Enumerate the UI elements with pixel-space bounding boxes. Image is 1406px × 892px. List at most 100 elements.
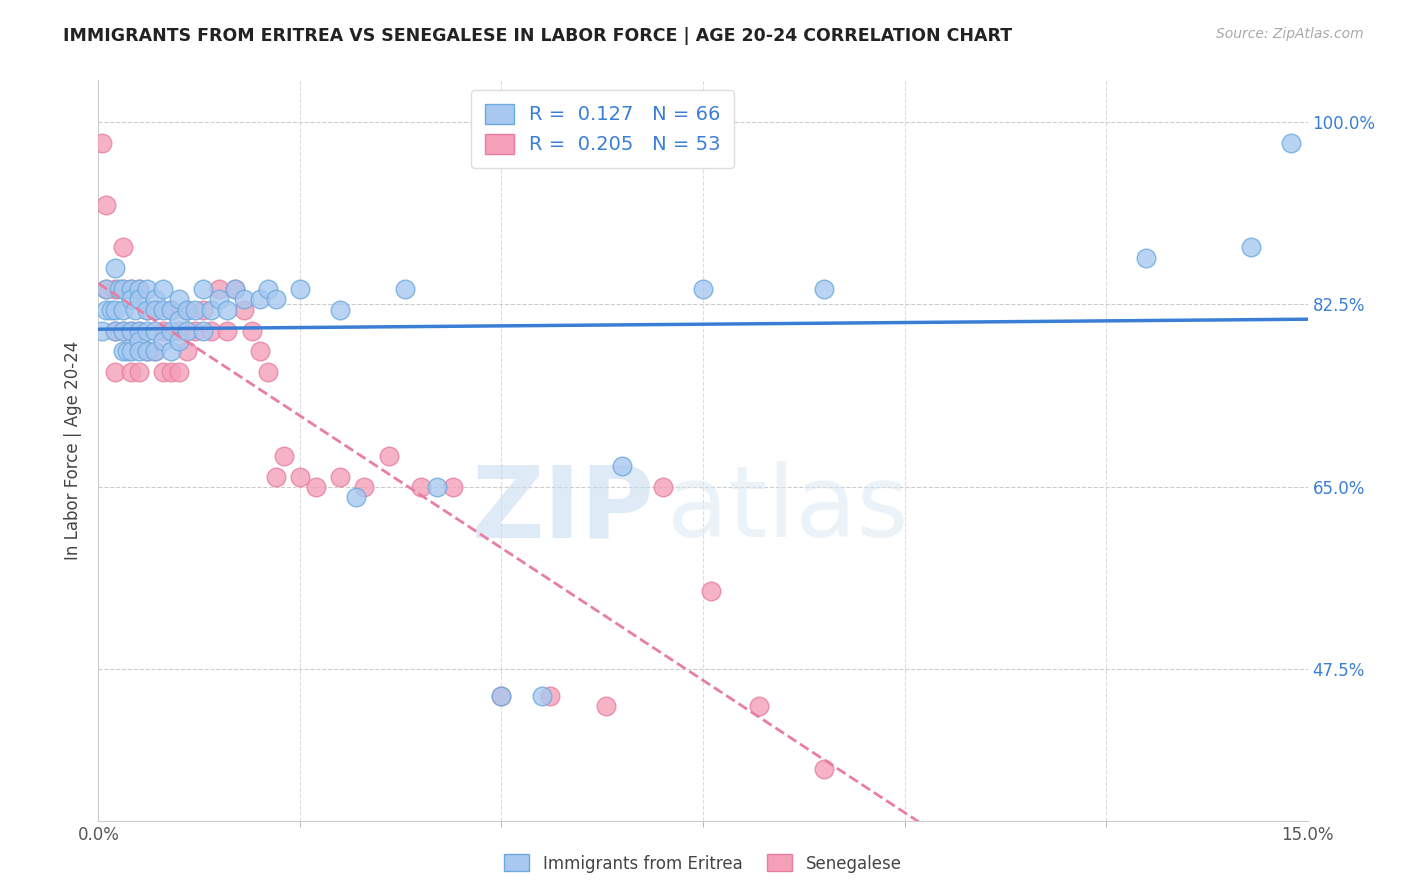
Point bbox=[124, 302, 146, 317]
Point bbox=[232, 302, 254, 317]
Point bbox=[305, 480, 328, 494]
Point bbox=[176, 324, 198, 338]
Point bbox=[193, 282, 215, 296]
Text: ZIP: ZIP bbox=[472, 461, 655, 558]
Point bbox=[1240, 240, 1263, 254]
Point bbox=[143, 302, 166, 317]
Point bbox=[160, 302, 183, 317]
Point bbox=[120, 282, 142, 296]
Point bbox=[96, 282, 118, 296]
Point bbox=[200, 324, 222, 338]
Point bbox=[120, 282, 142, 296]
Point bbox=[651, 480, 673, 494]
Point bbox=[100, 302, 122, 317]
Point bbox=[135, 302, 157, 317]
Point bbox=[344, 491, 367, 505]
Point bbox=[288, 282, 311, 296]
Point bbox=[120, 344, 142, 359]
Point bbox=[143, 344, 166, 359]
Point bbox=[612, 459, 634, 474]
Point bbox=[111, 240, 134, 254]
Point bbox=[329, 469, 352, 483]
Point bbox=[128, 344, 150, 359]
Point bbox=[224, 282, 246, 296]
Point bbox=[103, 324, 125, 338]
Point bbox=[184, 324, 207, 338]
Point bbox=[135, 282, 157, 296]
Point bbox=[111, 324, 134, 338]
Point bbox=[128, 324, 150, 338]
Point bbox=[813, 762, 835, 776]
Point bbox=[167, 292, 190, 306]
Text: Source: ZipAtlas.com: Source: ZipAtlas.com bbox=[1216, 27, 1364, 41]
Point bbox=[120, 365, 142, 379]
Point bbox=[813, 282, 835, 296]
Point bbox=[120, 292, 142, 306]
Point bbox=[115, 344, 138, 359]
Point bbox=[700, 584, 723, 599]
Point bbox=[264, 292, 287, 306]
Point bbox=[176, 302, 198, 317]
Legend: Immigrants from Eritrea, Senegalese: Immigrants from Eritrea, Senegalese bbox=[498, 847, 908, 880]
Point bbox=[193, 324, 215, 338]
Point bbox=[273, 449, 295, 463]
Point bbox=[200, 302, 222, 317]
Point bbox=[135, 344, 157, 359]
Point bbox=[249, 344, 271, 359]
Point bbox=[152, 334, 174, 348]
Point bbox=[176, 344, 198, 359]
Point bbox=[103, 302, 125, 317]
Point bbox=[143, 324, 166, 338]
Point bbox=[96, 198, 118, 212]
Point bbox=[441, 480, 464, 494]
Point bbox=[167, 334, 190, 348]
Point bbox=[128, 365, 150, 379]
Point bbox=[152, 324, 174, 338]
Point bbox=[160, 344, 183, 359]
Point bbox=[184, 302, 207, 317]
Point bbox=[160, 302, 183, 317]
Point bbox=[530, 689, 553, 703]
Point bbox=[143, 302, 166, 317]
Point bbox=[143, 292, 166, 306]
Point bbox=[217, 302, 239, 317]
Point bbox=[353, 480, 375, 494]
Point bbox=[160, 365, 183, 379]
Point bbox=[91, 136, 114, 150]
Point bbox=[111, 282, 134, 296]
Point bbox=[128, 334, 150, 348]
Point bbox=[538, 689, 561, 703]
Point bbox=[232, 292, 254, 306]
Point bbox=[152, 365, 174, 379]
Point bbox=[128, 324, 150, 338]
Point bbox=[120, 324, 142, 338]
Point bbox=[288, 469, 311, 483]
Point bbox=[329, 302, 352, 317]
Point bbox=[256, 365, 278, 379]
Point bbox=[208, 282, 231, 296]
Legend: R =  0.127   N = 66, R =  0.205   N = 53: R = 0.127 N = 66, R = 0.205 N = 53 bbox=[471, 90, 734, 168]
Y-axis label: In Labor Force | Age 20-24: In Labor Force | Age 20-24 bbox=[65, 341, 83, 560]
Point bbox=[111, 282, 134, 296]
Point bbox=[394, 282, 416, 296]
Point bbox=[143, 344, 166, 359]
Point bbox=[208, 292, 231, 306]
Point bbox=[240, 324, 263, 338]
Point bbox=[193, 302, 215, 317]
Point bbox=[426, 480, 449, 494]
Point bbox=[103, 260, 125, 275]
Point bbox=[748, 698, 770, 713]
Point bbox=[264, 469, 287, 483]
Point bbox=[128, 282, 150, 296]
Point bbox=[103, 324, 125, 338]
Point bbox=[96, 302, 118, 317]
Point bbox=[111, 324, 134, 338]
Point bbox=[167, 324, 190, 338]
Point bbox=[167, 313, 190, 327]
Text: IMMIGRANTS FROM ERITREA VS SENEGALESE IN LABOR FORCE | AGE 20-24 CORRELATION CHA: IMMIGRANTS FROM ERITREA VS SENEGALESE IN… bbox=[63, 27, 1012, 45]
Point bbox=[135, 324, 157, 338]
Point bbox=[217, 324, 239, 338]
Point bbox=[160, 324, 183, 338]
Point bbox=[377, 449, 399, 463]
Point bbox=[128, 282, 150, 296]
